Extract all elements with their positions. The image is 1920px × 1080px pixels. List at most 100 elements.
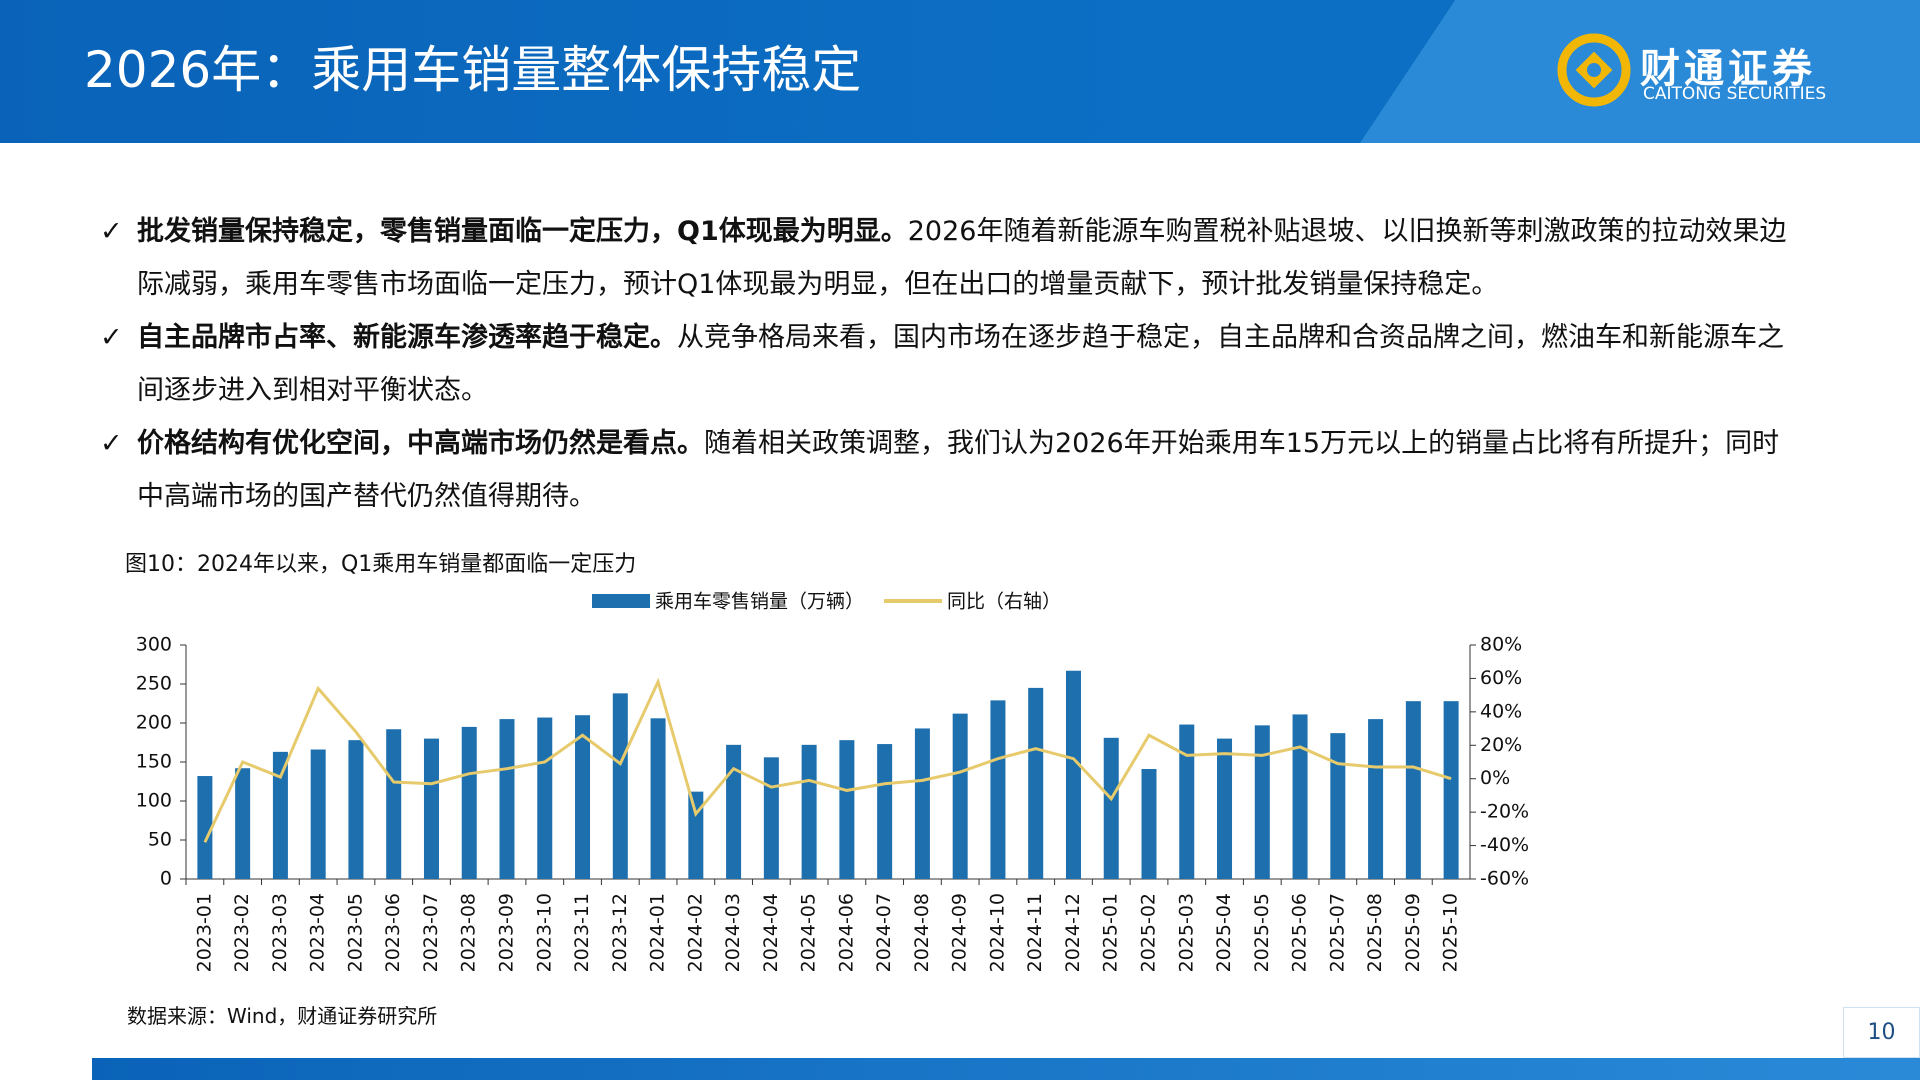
bar [1405, 701, 1421, 879]
x-tick-label: 2023-02 [231, 893, 253, 972]
logo-icon [1557, 33, 1631, 107]
x-tick-label: 2025-01 [1100, 893, 1122, 972]
bullet-list: 批发销量保持稳定，零售销量面临一定压力，Q1体现最为明显。2026年随着新能源车… [100, 205, 1800, 523]
bar [612, 693, 628, 879]
bar [310, 749, 326, 879]
bar [914, 728, 930, 879]
bar [1065, 670, 1081, 879]
x-tick-label: 2025-06 [1289, 893, 1311, 972]
bar [1330, 733, 1346, 879]
bar [1443, 701, 1459, 879]
x-tick-label: 2025-10 [1440, 893, 1462, 972]
header: 2026年：乘用车销量整体保持稳定 财通证券 CAITONG SECURITIE… [0, 0, 1920, 143]
bar [272, 751, 288, 879]
x-tick-label: 2023-10 [533, 893, 555, 972]
x-tick-label: 2024-07 [873, 893, 895, 972]
bar [650, 718, 666, 879]
y-tick-label: 200 [136, 712, 172, 734]
bar [575, 715, 591, 879]
logo-name: 财通证券 [1640, 46, 1816, 92]
bar [235, 768, 251, 879]
bullet-lead: 价格结构有优化空间，中高端市场仍然是看点。 [137, 428, 704, 459]
legend-label: 乘用车零售销量（万辆） [655, 591, 864, 613]
y-tick-label: 300 [136, 634, 172, 656]
y2-tick-label: 60% [1480, 667, 1522, 689]
bar [1103, 737, 1119, 879]
bar [839, 740, 855, 879]
bar [461, 726, 477, 879]
y-tick-label: 50 [148, 829, 172, 851]
bar [688, 791, 704, 879]
bar [763, 757, 779, 879]
slide-title: 2026年：乘用车销量整体保持稳定 [84, 41, 862, 99]
bullet-lead: 批发销量保持稳定，零售销量面临一定压力，Q1体现最为明显。 [137, 216, 908, 247]
y2-tick-label: 80% [1480, 634, 1522, 656]
x-tick-label: 2024-09 [949, 893, 971, 972]
bullet: 批发销量保持稳定，零售销量面临一定压力，Q1体现最为明显。2026年随着新能源车… [100, 205, 1800, 311]
y-tick-label: 250 [136, 673, 172, 695]
x-tick-label: 2025-08 [1364, 893, 1386, 972]
x-tick-label: 2024-12 [1062, 893, 1084, 972]
legend-label: 同比（右轴） [947, 591, 1061, 613]
bar [990, 700, 1006, 879]
y-tick-label: 0 [160, 868, 172, 890]
x-tick-label: 2023-09 [496, 893, 518, 972]
y2-tick-label: -40% [1480, 834, 1529, 856]
x-tick-label: 2023-04 [307, 893, 329, 972]
legend-swatch [592, 594, 650, 608]
x-tick-label: 2023-05 [344, 893, 366, 972]
x-tick-label: 2023-11 [571, 893, 593, 972]
bar [1368, 719, 1384, 879]
x-tick-label: 2023-06 [382, 893, 404, 972]
x-tick-label: 2025-09 [1402, 893, 1424, 972]
bar [423, 738, 439, 879]
x-tick-label: 2025-05 [1251, 893, 1273, 972]
x-tick-label: 2024-03 [722, 893, 744, 972]
bullet-text: 从竞争格局来看，国内市场在逐步趋于稳定，自主品牌和合资品牌之间，燃油车和新能源车… [137, 322, 1784, 406]
y2-tick-label: -60% [1480, 868, 1529, 890]
x-tick-label: 2024-11 [1024, 893, 1046, 972]
bullet-lead: 自主品牌市占率、新能源车渗透率趋于稳定。 [137, 322, 677, 353]
x-tick-label: 2024-04 [760, 893, 782, 972]
y2-tick-label: -20% [1480, 801, 1529, 823]
bar [1179, 724, 1195, 879]
source-note: 数据来源：Wind，财通证券研究所 [127, 1004, 438, 1028]
x-tick-label: 2023-12 [609, 893, 631, 972]
x-tick-label: 2024-01 [647, 893, 669, 972]
bullet-text: 随着相关政策调整，我们认为2026年开始乘用车15万元以上的销量占比将有所提升；… [137, 428, 1780, 512]
bar [726, 744, 742, 879]
bullet-text: 2026年随着新能源车购置税补贴退坡、以旧换新等刺激政策的拉动效果边际减弱，乘用… [137, 216, 1787, 300]
bar [801, 744, 817, 879]
x-tick-label: 2024-08 [911, 893, 933, 972]
y2-tick-label: 40% [1480, 700, 1522, 722]
bullet: 价格结构有优化空间，中高端市场仍然是看点。随着相关政策调整，我们认为2026年开… [100, 417, 1800, 523]
x-tick-label: 2024-06 [835, 893, 857, 972]
y-tick-label: 100 [136, 790, 172, 812]
x-tick-label: 2025-07 [1326, 893, 1348, 972]
x-tick-label: 2023-08 [458, 893, 480, 972]
chart-title: 图10：2024年以来，Q1乘用车销量都面临一定压力 [125, 552, 636, 577]
bar [348, 740, 364, 879]
x-tick-label: 2023-01 [193, 893, 215, 972]
bar [537, 717, 553, 879]
x-tick-label: 2025-04 [1213, 893, 1235, 972]
header-accent [1360, 0, 1920, 143]
x-tick-label: 2025-03 [1175, 893, 1197, 972]
x-tick-label: 2025-02 [1138, 893, 1160, 972]
y-tick-label: 150 [136, 751, 172, 773]
bar [1141, 769, 1157, 879]
bar [1292, 714, 1308, 879]
x-tick-label: 2023-07 [420, 893, 442, 972]
line [203, 677, 1452, 843]
bar [1217, 738, 1233, 879]
x-tick-label: 2023-03 [269, 893, 291, 972]
bar [877, 744, 893, 879]
bar [1028, 687, 1044, 879]
bar [952, 713, 968, 879]
bar [386, 729, 402, 879]
logo-english: CAITONG SECURITIES [1643, 84, 1827, 104]
page-number: 10 [1843, 1007, 1920, 1058]
bar [197, 776, 213, 879]
